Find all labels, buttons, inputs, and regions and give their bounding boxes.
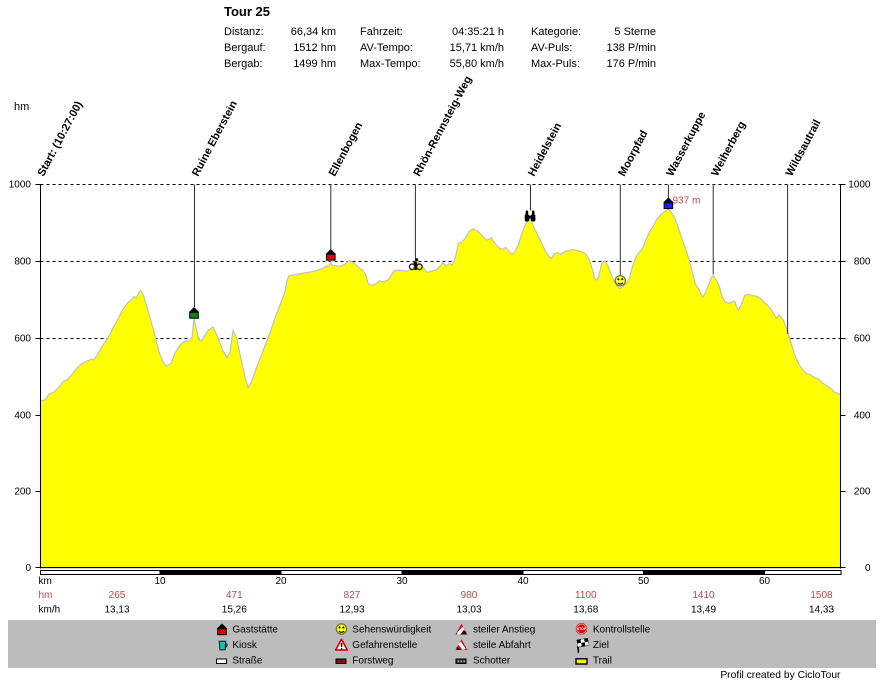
svg-text:steile Abfahrt: steile Abfahrt <box>473 640 531 651</box>
svg-text:Forstweg: Forstweg <box>352 655 393 666</box>
svg-text:Kategorie:: Kategorie: <box>531 26 581 38</box>
svg-text:1100: 1100 <box>575 590 597 601</box>
svg-text:Fahrzeit:: Fahrzeit: <box>360 26 403 38</box>
svg-text:Profil created by CicloTour: Profil created by CicloTour <box>720 670 841 680</box>
svg-text:66,34 km: 66,34 km <box>291 26 336 38</box>
svg-text:km: km <box>39 576 52 587</box>
svg-text:200: 200 <box>14 487 31 498</box>
svg-text:400: 400 <box>854 411 871 422</box>
svg-text:13,68: 13,68 <box>573 605 598 616</box>
svg-text:hm: hm <box>14 101 29 113</box>
svg-text:10: 10 <box>154 576 166 587</box>
svg-text:AV-Puls:: AV-Puls: <box>531 42 572 54</box>
svg-text:265: 265 <box>109 590 126 601</box>
svg-text:176 P/min: 176 P/min <box>606 58 656 70</box>
svg-text:Gaststätte: Gaststätte <box>232 624 278 635</box>
svg-text:20: 20 <box>275 576 287 587</box>
svg-text:5 Sterne: 5 Sterne <box>614 26 656 38</box>
svg-text:1000: 1000 <box>9 180 32 191</box>
svg-text:hm: hm <box>39 590 53 601</box>
svg-text:STOP: STOP <box>577 627 587 631</box>
svg-text:steiler Anstieg: steiler Anstieg <box>473 624 535 635</box>
svg-text:600: 600 <box>854 334 871 345</box>
svg-text:Schotter: Schotter <box>473 655 511 666</box>
svg-text:15,26: 15,26 <box>222 605 247 616</box>
svg-text:Tour 25: Tour 25 <box>224 4 270 19</box>
svg-text:1410: 1410 <box>692 590 715 601</box>
svg-text:60: 60 <box>759 576 771 587</box>
svg-text:Max-Tempo:: Max-Tempo: <box>360 58 421 70</box>
svg-text:Trail: Trail <box>593 655 612 666</box>
svg-text:Distanz:: Distanz: <box>224 26 264 38</box>
svg-text:200: 200 <box>854 487 871 498</box>
svg-text:980: 980 <box>461 590 478 601</box>
svg-text:14,33: 14,33 <box>809 605 834 616</box>
svg-text:1499 hm: 1499 hm <box>293 58 336 70</box>
svg-text:Kiosk: Kiosk <box>232 640 257 651</box>
svg-text:13,49: 13,49 <box>691 605 716 616</box>
svg-text:km/h: km/h <box>39 605 61 616</box>
svg-text:13,03: 13,03 <box>456 605 481 616</box>
svg-text:1512 hm: 1512 hm <box>293 42 336 54</box>
svg-text:30: 30 <box>396 576 408 587</box>
svg-text:12,93: 12,93 <box>339 605 364 616</box>
svg-text:13,13: 13,13 <box>104 605 129 616</box>
svg-text:04:35:21 h: 04:35:21 h <box>452 26 504 38</box>
svg-text:937 m: 937 m <box>673 196 701 207</box>
svg-text:Kontrollstelle: Kontrollstelle <box>593 624 651 635</box>
svg-text:400: 400 <box>14 411 31 422</box>
svg-text:471: 471 <box>226 590 243 601</box>
svg-text:40: 40 <box>517 576 529 587</box>
svg-text:Ziel: Ziel <box>593 640 609 651</box>
svg-text:15,71 km/h: 15,71 km/h <box>450 42 504 54</box>
svg-text:Gefahrenstelle: Gefahrenstelle <box>352 640 417 651</box>
svg-text:1000: 1000 <box>848 180 871 191</box>
svg-text:Bergauf:: Bergauf: <box>224 42 266 54</box>
svg-text:800: 800 <box>854 257 871 268</box>
svg-text:0: 0 <box>25 563 31 574</box>
svg-text:1508: 1508 <box>810 590 833 601</box>
svg-text:Max-Puls:: Max-Puls: <box>531 58 580 70</box>
svg-text:AV-Tempo:: AV-Tempo: <box>360 42 413 54</box>
svg-text:Bergab:: Bergab: <box>224 58 263 70</box>
svg-text:800: 800 <box>14 257 31 268</box>
svg-text:138 P/min: 138 P/min <box>606 42 656 54</box>
svg-text:50: 50 <box>638 576 650 587</box>
svg-text:Straße: Straße <box>232 655 262 666</box>
svg-text:0: 0 <box>865 563 871 574</box>
svg-text:Sehenswürdigkeit: Sehenswürdigkeit <box>352 624 431 635</box>
svg-text:827: 827 <box>344 590 361 601</box>
svg-text:600: 600 <box>14 334 31 345</box>
svg-text:55,80 km/h: 55,80 km/h <box>450 58 504 70</box>
